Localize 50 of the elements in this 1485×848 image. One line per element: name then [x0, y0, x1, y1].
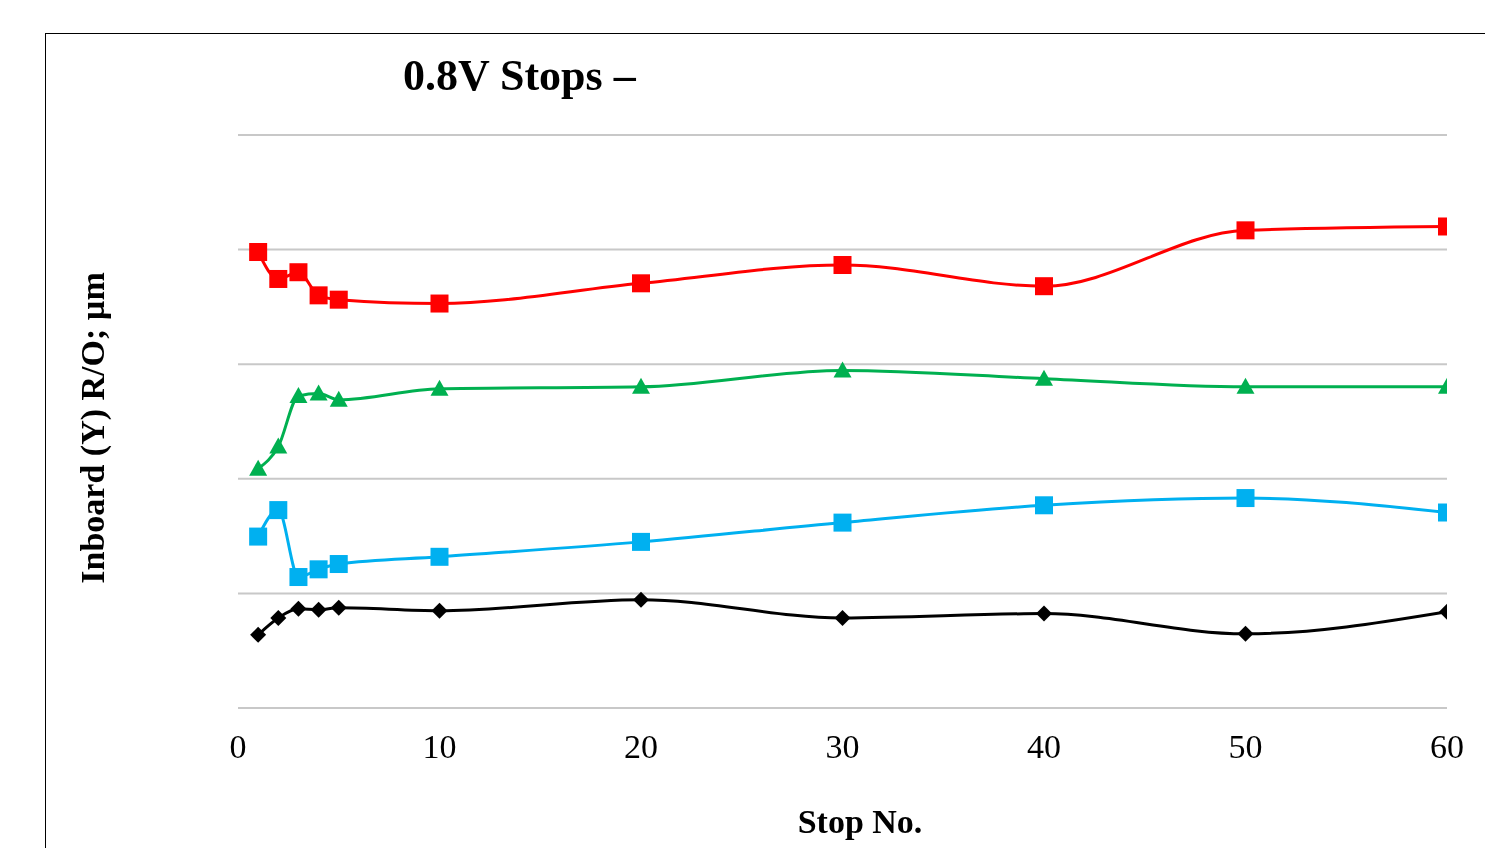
- point: [270, 609, 287, 626]
- point: [1035, 277, 1053, 296]
- point: [632, 274, 650, 293]
- x-tick-label: 30: [825, 728, 860, 766]
- point: [289, 568, 308, 587]
- x-tick-label: 10: [422, 728, 457, 766]
- point: [269, 269, 288, 288]
- point: [249, 527, 268, 546]
- point: [329, 290, 348, 309]
- x-tick-label: 60: [1430, 728, 1464, 766]
- point: [430, 379, 449, 396]
- point: [632, 532, 650, 551]
- point: [431, 602, 448, 619]
- x-axis-title: Stop No.: [797, 803, 923, 841]
- point: [1035, 369, 1053, 386]
- point: [833, 513, 852, 532]
- point: [329, 555, 348, 574]
- point: [633, 591, 649, 608]
- point: [310, 601, 327, 618]
- point: [330, 599, 347, 616]
- point: [329, 390, 348, 407]
- y-axis-title: Inboard (Y) R/O; µm: [74, 272, 112, 584]
- x-tick-label: 0: [229, 728, 247, 766]
- x-tick-label: 50: [1228, 728, 1263, 766]
- point: [1236, 489, 1255, 508]
- point: [289, 386, 308, 403]
- point: [289, 263, 308, 282]
- point: [1236, 221, 1255, 240]
- point: [632, 377, 650, 394]
- point: [250, 626, 267, 643]
- x-tick-label: 40: [1027, 728, 1061, 766]
- point: [309, 384, 328, 401]
- point: [834, 609, 851, 626]
- point: [1237, 625, 1254, 642]
- point: [833, 256, 852, 275]
- point: [1035, 496, 1053, 515]
- chart-title: 0.8V Stops –: [403, 50, 636, 101]
- point: [1036, 605, 1052, 622]
- point: [309, 286, 328, 305]
- point: [1236, 377, 1255, 394]
- point: [430, 547, 449, 566]
- point: [833, 361, 852, 378]
- point: [309, 560, 328, 579]
- point: [269, 437, 288, 454]
- x-tick-label: 20: [624, 728, 658, 766]
- point: [269, 501, 288, 520]
- point: [290, 600, 307, 617]
- point: [430, 294, 449, 313]
- point: [249, 459, 268, 476]
- point: [249, 243, 268, 262]
